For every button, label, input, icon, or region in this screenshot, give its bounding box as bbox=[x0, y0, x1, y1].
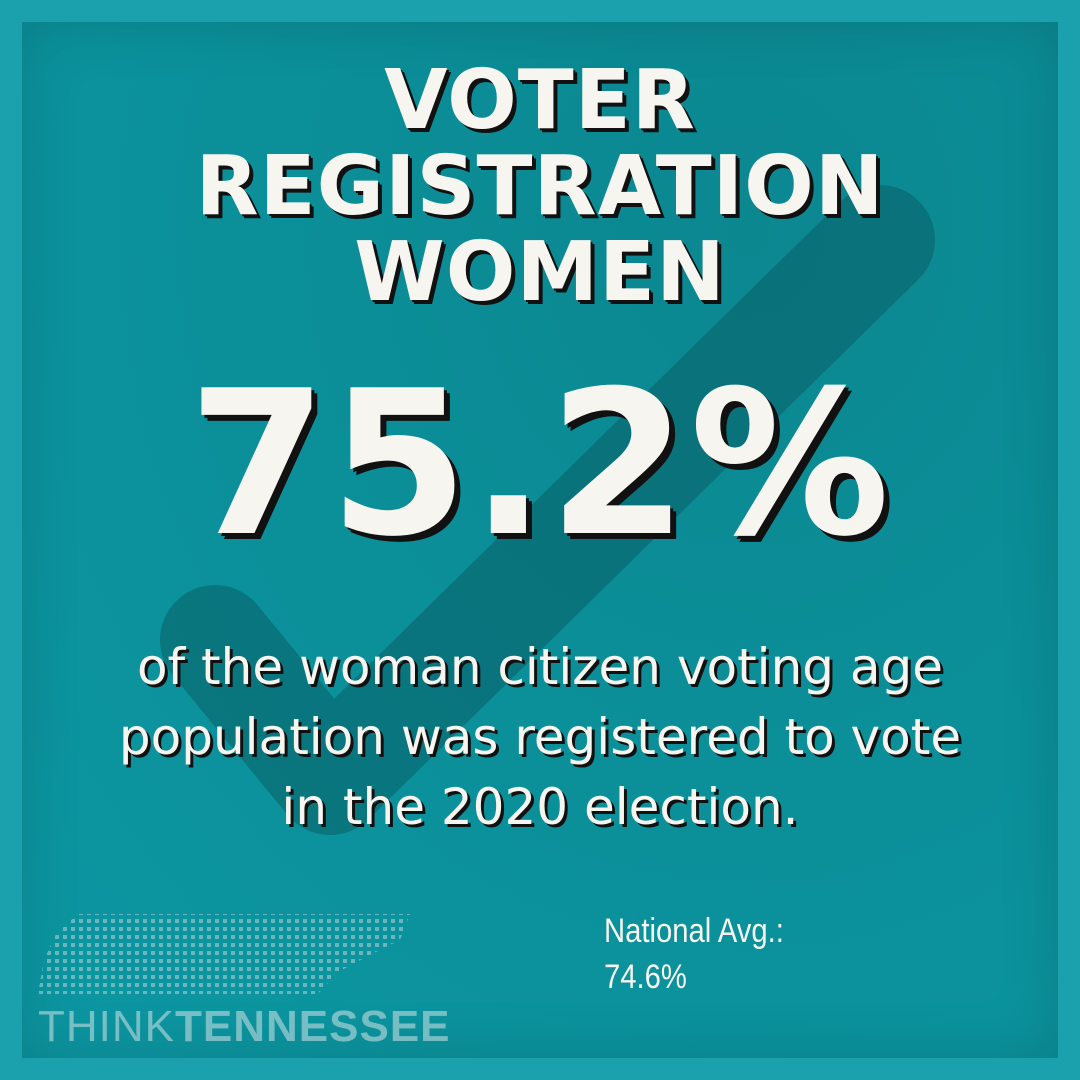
description-line-1: of the woman citizen voting age bbox=[136, 638, 944, 696]
logo-word-tennessee: TENNESSEE bbox=[175, 1002, 451, 1051]
title-line-1: VOTER bbox=[384, 53, 696, 148]
logo-word-think: THINK bbox=[38, 1002, 175, 1051]
description-line-2: population was registered to vote bbox=[118, 708, 962, 766]
description-line-3: in the 2020 election. bbox=[281, 778, 799, 836]
logo-wordmark: THINKTENNESSEE bbox=[38, 1002, 451, 1052]
tennessee-dot-map-icon bbox=[38, 914, 410, 994]
page-title: VOTER REGISTRATION WOMEN bbox=[0, 58, 1080, 316]
national-average-label: National Avg.: bbox=[604, 912, 784, 950]
title-line-2: REGISTRATION bbox=[195, 139, 885, 234]
title-line-3: WOMEN bbox=[354, 225, 726, 320]
stat-description: of the woman citizen voting age populati… bbox=[40, 632, 1040, 842]
stat-value: 75.2% bbox=[188, 348, 892, 581]
think-tennessee-logo: THINKTENNESSEE bbox=[38, 910, 450, 1051]
national-average-value: 74.6% bbox=[604, 958, 687, 996]
national-average: National Avg.: 74.6% bbox=[604, 908, 784, 1000]
